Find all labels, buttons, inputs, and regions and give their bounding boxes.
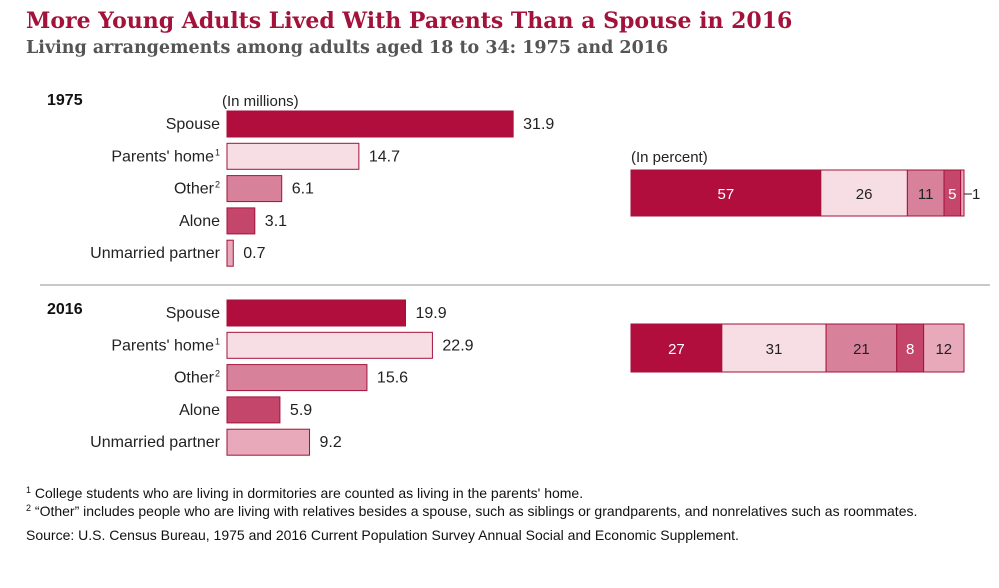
category-label: Alone <box>179 402 220 419</box>
category-footnote-mark: 1 <box>215 336 220 346</box>
stacked-segment <box>923 323 965 373</box>
segment-value-label: 11 <box>918 186 934 203</box>
bar <box>226 110 514 138</box>
bar <box>226 239 234 267</box>
category-footnote-mark: 2 <box>215 180 220 190</box>
category-label: Spouse <box>166 116 220 133</box>
bar <box>226 299 407 327</box>
bar-value-label: 9.2 <box>320 434 342 451</box>
footnote-mark: 1 <box>26 485 32 495</box>
segment-value-label: 26 <box>856 186 873 203</box>
segment-value-label: 57 <box>718 186 735 203</box>
bar-value-label: 14.7 <box>369 148 400 165</box>
segment-value-label: 12 <box>935 341 952 358</box>
category-label: Alone <box>179 213 220 230</box>
bar-value-label: 6.1 <box>292 181 314 198</box>
category-label: Unmarried partner <box>90 434 221 451</box>
bar <box>226 207 256 235</box>
stacked-segment <box>960 169 965 217</box>
category-label: Other <box>174 181 215 198</box>
footnote-1: 1 College students who are living in dor… <box>26 484 976 502</box>
footnote-mark: 2 <box>26 503 32 513</box>
bar-value-label: 5.9 <box>290 402 312 419</box>
source-note: Source: U.S. Census Bureau, 1975 and 201… <box>26 527 739 543</box>
segment-value-label: 1 <box>972 186 980 203</box>
bar-value-label: 15.6 <box>377 370 408 387</box>
category-label: Parents' home <box>111 148 214 165</box>
footnote-text: College students who are living in dormi… <box>34 485 584 501</box>
stacked-segment <box>906 169 945 217</box>
segment-value-label: 8 <box>906 341 914 358</box>
category-footnote-mark: 2 <box>215 369 220 379</box>
bar-value-label: 22.9 <box>442 337 473 354</box>
category-label: Parents' home <box>111 337 214 354</box>
bar <box>226 396 281 424</box>
category-label: Spouse <box>166 305 220 322</box>
bar <box>226 175 283 203</box>
bar <box>226 331 433 359</box>
chart-subtitle: Living arrangements among adults aged 18… <box>26 38 669 58</box>
bar-value-label: 3.1 <box>265 213 287 230</box>
segment-value-label: 27 <box>668 341 685 358</box>
category-footnote-mark: 1 <box>215 147 220 157</box>
segment-value-label: 21 <box>853 341 870 358</box>
stacked-segment <box>630 169 822 217</box>
category-label: Other <box>174 370 215 387</box>
segment-value-label: 31 <box>766 341 783 358</box>
stacked-segment <box>896 323 925 373</box>
bar <box>226 142 360 170</box>
bar-value-label: 0.7 <box>243 245 265 262</box>
footnotes: 1 College students who are living in dor… <box>26 484 976 544</box>
year-label: 2016 <box>47 301 83 318</box>
chart-title: More Young Adults Lived With Parents Tha… <box>26 8 793 34</box>
bar-value-label: 31.9 <box>523 116 554 133</box>
footnote-text: “Other” includes people who are living w… <box>34 503 918 519</box>
bar <box>226 428 311 456</box>
bar <box>226 364 368 392</box>
stacked-segment <box>630 323 723 373</box>
unit-label-percent: (In percent) <box>631 149 708 166</box>
unit-label-millions: (In millions) <box>222 93 299 110</box>
footnote-2: 2 “Other” includes people who are living… <box>26 502 976 520</box>
segment-value-label: 5 <box>948 186 956 203</box>
category-label: Unmarried partner <box>90 245 221 262</box>
chart-area: (In millions) (In percent) 1975 Spouse 31.9 P… <box>40 92 990 456</box>
year-label: 1975 <box>47 92 83 109</box>
bar-value-label: 19.9 <box>416 305 447 322</box>
